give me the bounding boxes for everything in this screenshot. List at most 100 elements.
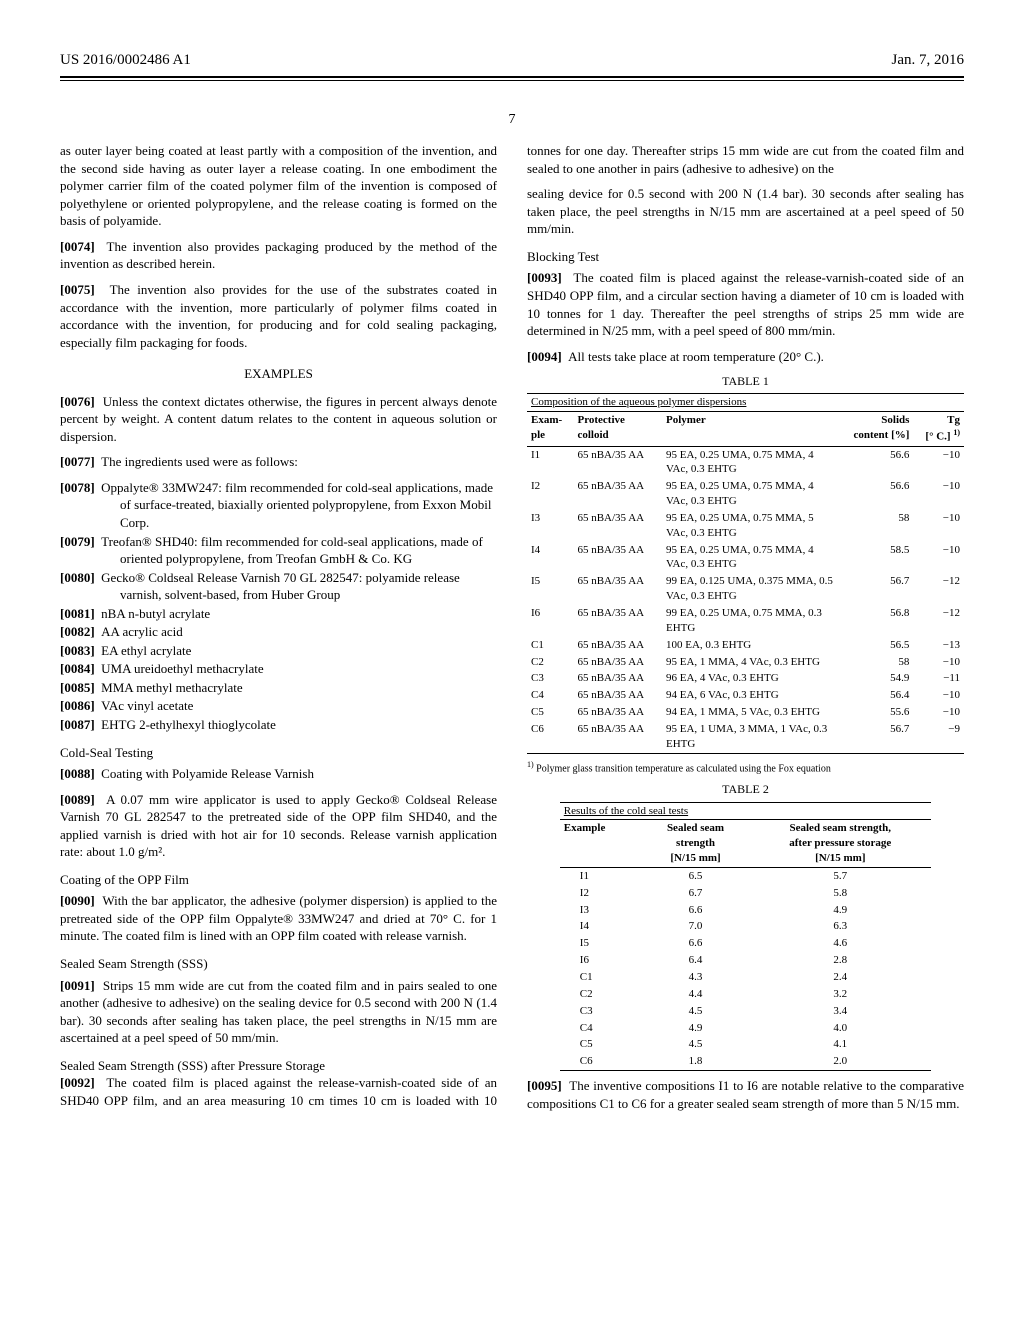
para-0080: [0080] Gecko® Coldseal Release Varnish 7…: [60, 569, 497, 604]
table1: Composition of the aqueous polymer dispe…: [527, 393, 964, 753]
cell: −9: [913, 721, 964, 753]
cell: 4.5: [642, 1036, 750, 1053]
cell: C1: [560, 969, 642, 986]
header-rule-thick: [60, 76, 964, 78]
cell: −10: [913, 687, 964, 704]
ref-0076: [0076]: [60, 394, 95, 409]
text-0089: A 0.07 mm wire applicator is used to app…: [60, 792, 497, 860]
t1-h1: Protectivecolloid: [573, 412, 662, 446]
para-0084: [0084] UMA ureidoethyl methacrylate: [60, 660, 497, 678]
cell: C2: [527, 654, 573, 671]
table2-subcaption: Results of the cold seal tests: [560, 802, 931, 820]
para-0095: [0095] The inventive compositions I1 to …: [527, 1077, 964, 1112]
cell: C5: [527, 704, 573, 721]
text-0081: nBA n-butyl acrylate: [101, 606, 210, 621]
cell: 2.4: [749, 969, 931, 986]
footnote-marker: 1): [527, 760, 534, 769]
t2-h1: Sealed seamstrength[N/15 mm]: [642, 820, 750, 868]
text-0078: Oppalyte® 33MW247: film recommended for …: [101, 480, 493, 530]
para-intro: as outer layer being coated at least par…: [60, 142, 497, 230]
table-row: C265 nBA/35 AA95 EA, 1 MMA, 4 VAc, 0.3 E…: [527, 654, 964, 671]
cell: C3: [560, 1003, 642, 1020]
table-row: I365 nBA/35 AA95 EA, 0.25 UMA, 0.75 MMA,…: [527, 510, 964, 542]
text-0076: Unless the context dictates otherwise, t…: [60, 394, 497, 444]
table-row: C165 nBA/35 AA100 EA, 0.3 EHTG56.5−13: [527, 637, 964, 654]
cell: 2.0: [749, 1053, 931, 1070]
cell: 65 nBA/35 AA: [573, 704, 662, 721]
cell: I4: [527, 542, 573, 574]
text-0083: EA ethyl acrylate: [101, 643, 191, 658]
cell: −10: [913, 542, 964, 574]
para-0093: [0093] The coated film is placed against…: [527, 269, 964, 339]
cell: 56.4: [838, 687, 914, 704]
page-header: US 2016/0002486 A1 Jan. 7, 2016: [60, 50, 964, 70]
para-0079: [0079] Treofan® SHD40: film recommended …: [60, 533, 497, 568]
t1-h3: Solidscontent [%]: [838, 412, 914, 446]
cell: −11: [913, 670, 964, 687]
t1-h4: Tg[° C.] 1): [913, 412, 964, 446]
ref-0085: [0085]: [60, 680, 95, 695]
cell: I1: [560, 867, 642, 884]
cell: 56.8: [838, 605, 914, 637]
ref-0095: [0095]: [527, 1078, 562, 1093]
para-0074: [0074] The invention also provides packa…: [60, 238, 497, 273]
page-number: 7: [60, 111, 964, 130]
table-row: I465 nBA/35 AA95 EA, 0.25 UMA, 0.75 MMA,…: [527, 542, 964, 574]
t1-h2: Polymer: [662, 412, 838, 446]
text-0087: EHTG 2-ethylhexyl thioglycolate: [101, 717, 276, 732]
table2-block: TABLE 2 Results of the cold seal tests E…: [527, 781, 964, 1071]
table-row: I665 nBA/35 AA99 EA, 0.25 UMA, 0.75 MMA,…: [527, 605, 964, 637]
para-0077: [0077] The ingredients used were as foll…: [60, 453, 497, 471]
cell: 65 nBA/35 AA: [573, 687, 662, 704]
cell: 65 nBA/35 AA: [573, 605, 662, 637]
text-0079: Treofan® SHD40: film recommended for col…: [101, 534, 483, 567]
cell: 4.9: [749, 902, 931, 919]
cell: −10: [913, 446, 964, 478]
cell: 4.9: [642, 1020, 750, 1037]
text-0075: The invention also provides for the use …: [60, 282, 497, 350]
cell: 65 nBA/35 AA: [573, 573, 662, 605]
examples-heading: EXAMPLES: [60, 365, 497, 383]
table-row: I36.64.9: [560, 902, 931, 919]
table-row: C34.53.4: [560, 1003, 931, 1020]
table-row: C44.94.0: [560, 1020, 931, 1037]
cell: C2: [560, 986, 642, 1003]
cell: C1: [527, 637, 573, 654]
para-0085: [0085] MMA methyl methacrylate: [60, 679, 497, 697]
cold-seal-heading: Cold-Seal Testing: [60, 744, 497, 762]
cell: 6.3: [749, 918, 931, 935]
table-row: C14.32.4: [560, 969, 931, 986]
text-0080: Gecko® Coldseal Release Varnish 70 GL 28…: [101, 570, 460, 603]
ref-0088: [0088]: [60, 766, 95, 781]
cell: 65 nBA/35 AA: [573, 721, 662, 753]
table2: Results of the cold seal tests Example S…: [560, 802, 931, 1072]
text-0088: Coating with Polyamide Release Varnish: [101, 766, 314, 781]
cell: 58: [838, 654, 914, 671]
table-row: I165 nBA/35 AA95 EA, 0.25 UMA, 0.75 MMA,…: [527, 446, 964, 478]
cell: 99 EA, 0.125 UMA, 0.375 MMA, 0.5 VAc, 0.…: [662, 573, 838, 605]
table-row: I47.06.3: [560, 918, 931, 935]
cell: 96 EA, 4 VAc, 0.3 EHTG: [662, 670, 838, 687]
para-0089: [0089] A 0.07 mm wire applicator is used…: [60, 791, 497, 861]
ref-0083: [0083]: [60, 643, 95, 658]
cell: 95 EA, 1 MMA, 4 VAc, 0.3 EHTG: [662, 654, 838, 671]
ingredient-list: [0078] Oppalyte® 33MW247: film recommend…: [60, 479, 497, 734]
cell: I3: [527, 510, 573, 542]
cell: 58.5: [838, 542, 914, 574]
pub-date: Jan. 7, 2016: [892, 50, 965, 70]
table-row: I265 nBA/35 AA95 EA, 0.25 UMA, 0.75 MMA,…: [527, 478, 964, 510]
text-0086: VAc vinyl acetate: [101, 698, 193, 713]
cell: 65 nBA/35 AA: [573, 446, 662, 478]
ref-0086: [0086]: [60, 698, 95, 713]
header-rule-thin: [60, 80, 964, 81]
cell: 65 nBA/35 AA: [573, 670, 662, 687]
cell: 1.8: [642, 1053, 750, 1070]
para-0090: [0090] With the bar applicator, the adhe…: [60, 892, 497, 945]
cell: −13: [913, 637, 964, 654]
cell: I1: [527, 446, 573, 478]
cell: 65 nBA/35 AA: [573, 542, 662, 574]
ref-0075: [0075]: [60, 282, 95, 297]
cell: C6: [527, 721, 573, 753]
cell: I6: [527, 605, 573, 637]
text-0091: Strips 15 mm wide are cut from the coate…: [60, 978, 497, 1046]
